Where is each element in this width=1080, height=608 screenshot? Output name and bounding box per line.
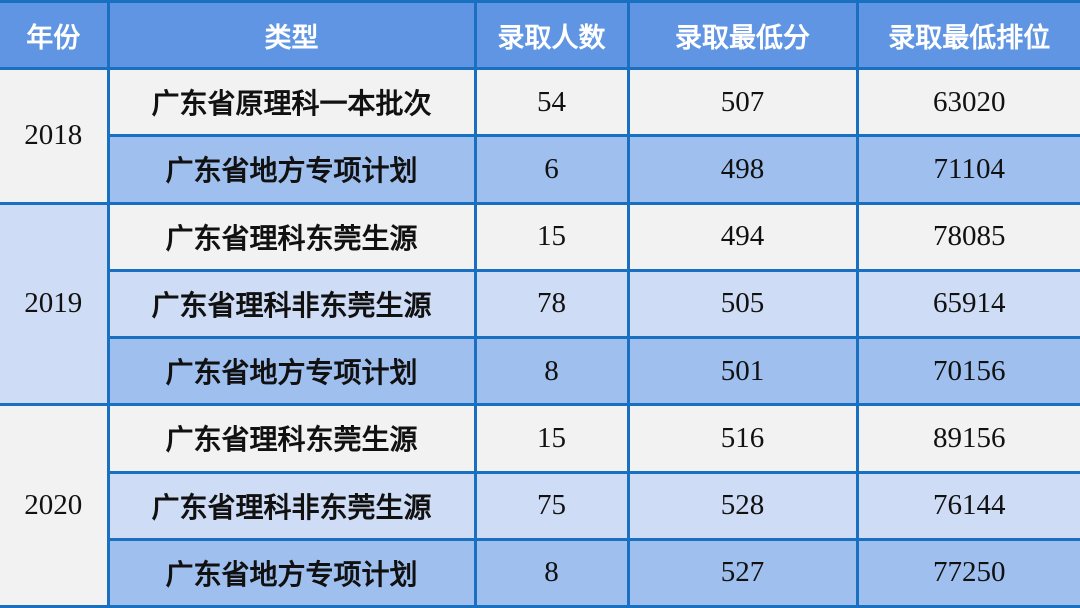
min-score-cell: 498 <box>626 134 859 205</box>
year-cell: 2018 <box>0 67 110 205</box>
min-rank-cell: 89156 <box>855 403 1080 474</box>
min-rank-cell: 63020 <box>855 66 1080 138</box>
type-cell: 广东省地方专项计划 <box>106 537 477 608</box>
type-cell: 广东省理科东莞生源 <box>106 403 477 474</box>
min-rank-cell: 76144 <box>855 470 1080 541</box>
type-cell: 广东省地方专项计划 <box>106 335 477 407</box>
min-score-cell: 494 <box>626 201 859 272</box>
min-score-cell: 527 <box>626 537 859 608</box>
type-cell: 广东省地方专项计划 <box>106 134 477 205</box>
min-score-cell: 507 <box>626 66 859 138</box>
header-min-score: 录取最低分 <box>626 0 859 70</box>
year-cell: 2019 <box>0 201 110 407</box>
header-row: 年份 类型 录取人数 录取最低分 录取最低排位 <box>0 0 1080 70</box>
count-cell: 78 <box>473 268 630 340</box>
min-score-cell: 501 <box>626 335 859 407</box>
table-row: 2019 广东省理科东莞生源 15 494 78085 <box>0 201 1080 407</box>
count-cell: 54 <box>473 66 630 138</box>
count-cell: 15 <box>473 403 630 474</box>
count-cell: 6 <box>473 134 630 205</box>
count-cell: 15 <box>473 201 630 272</box>
min-score-cell: 505 <box>626 268 859 340</box>
type-cell: 广东省理科非东莞生源 <box>106 268 477 340</box>
table-row: 广东省理科非东莞生源 78 505 65914 <box>0 268 1080 340</box>
min-rank-cell: 71104 <box>855 134 1080 205</box>
count-cell: 8 <box>473 335 630 407</box>
table-row: 广东省地方专项计划 8 527 77250 <box>0 537 1080 608</box>
header-year: 年份 <box>0 0 110 70</box>
table-row: 广东省地方专项计划 8 501 70156 <box>0 335 1080 407</box>
table-row: 广东省理科非东莞生源 75 528 76144 <box>0 470 1080 541</box>
min-score-cell: 528 <box>626 470 859 541</box>
type-cell: 广东省理科非东莞生源 <box>106 470 477 541</box>
min-rank-cell: 70156 <box>855 335 1080 407</box>
table-row: 2020 广东省理科东莞生源 15 516 89156 <box>0 403 1080 608</box>
min-rank-cell: 78085 <box>855 201 1080 272</box>
type-cell: 广东省理科东莞生源 <box>106 201 477 272</box>
count-cell: 8 <box>473 537 630 608</box>
min-score-cell: 516 <box>626 403 859 474</box>
count-cell: 75 <box>473 470 630 541</box>
min-rank-cell: 65914 <box>855 268 1080 340</box>
header-type: 类型 <box>106 0 477 70</box>
table-row: 广东省地方专项计划 6 498 71104 <box>0 134 1080 205</box>
type-cell: 广东省原理科一本批次 <box>106 66 477 138</box>
min-rank-cell: 77250 <box>855 537 1080 608</box>
year-cell: 2020 <box>0 403 110 608</box>
header-count: 录取人数 <box>473 0 630 70</box>
header-min-rank: 录取最低排位 <box>855 0 1080 70</box>
table-row: 2018 广东省原理科一本批次 54 507 63020 <box>0 66 1080 205</box>
